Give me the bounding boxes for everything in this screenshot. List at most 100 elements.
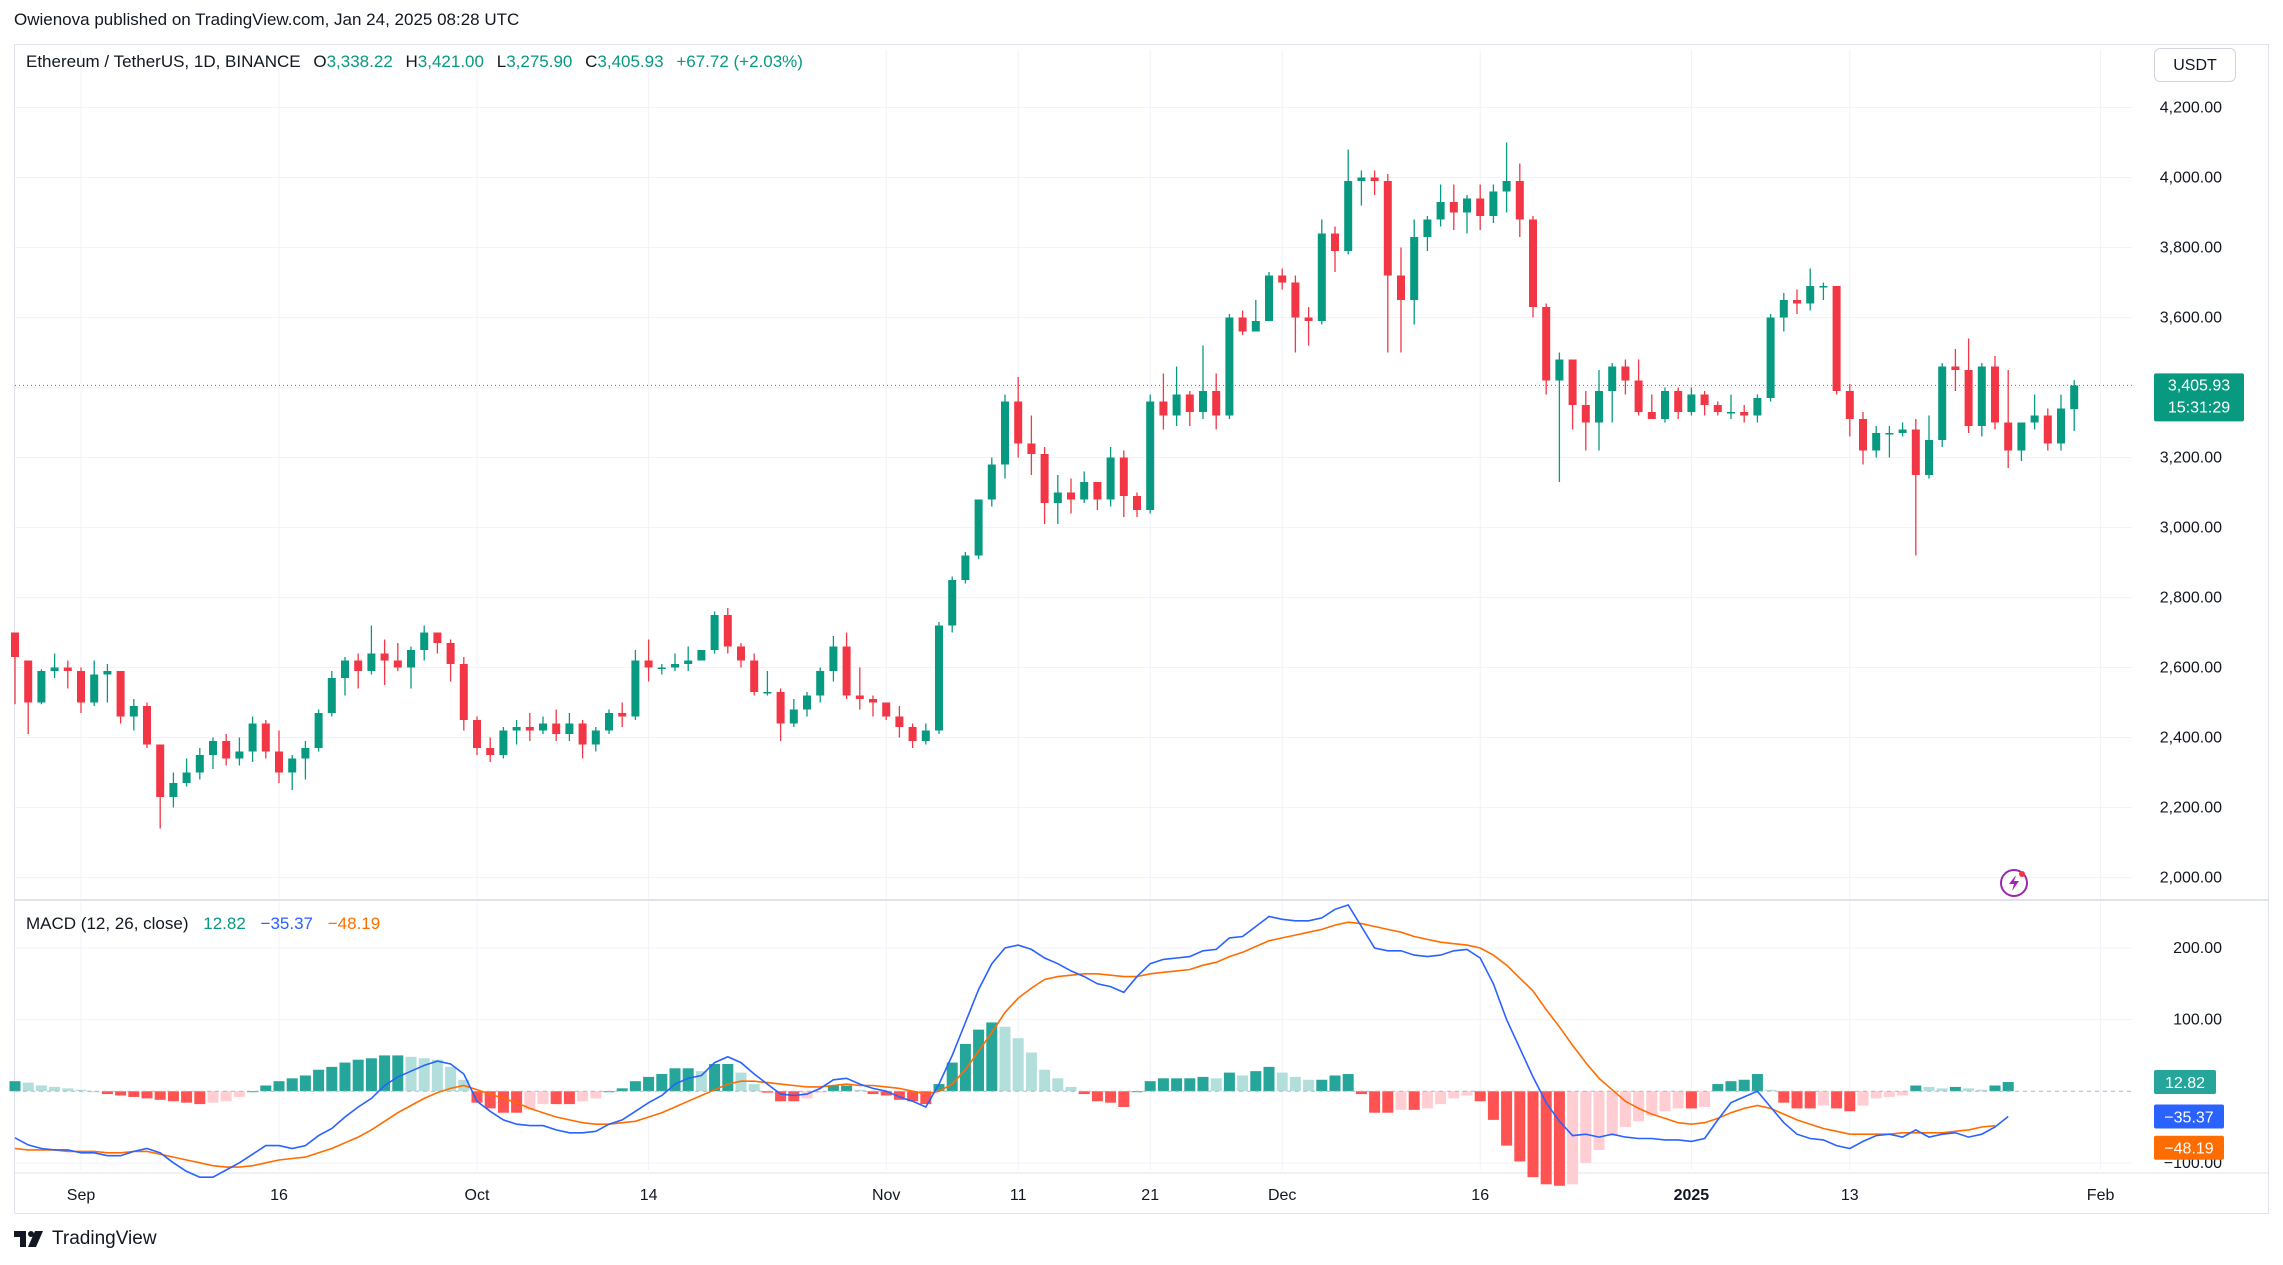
candle[interactable]	[50, 667, 59, 672]
candle[interactable]	[1185, 394, 1194, 413]
candle[interactable]	[380, 653, 389, 661]
candle[interactable]	[1727, 412, 1735, 414]
candle[interactable]	[195, 755, 204, 773]
candle[interactable]	[1713, 405, 1722, 412]
candle[interactable]	[1819, 286, 1828, 288]
candle[interactable]	[1859, 419, 1867, 451]
candle[interactable]	[1291, 282, 1300, 318]
candle[interactable]	[657, 667, 666, 670]
candle[interactable]	[512, 727, 521, 731]
candle[interactable]	[341, 660, 349, 679]
candle[interactable]	[11, 632, 19, 658]
candle[interactable]	[987, 464, 996, 500]
candle[interactable]	[1925, 440, 1933, 475]
candle[interactable]	[1700, 394, 1709, 406]
candle[interactable]	[1951, 366, 1960, 371]
candle[interactable]	[2030, 415, 2039, 423]
candle[interactable]	[1687, 394, 1696, 413]
candle[interactable]	[1555, 359, 1564, 381]
candle[interactable]	[1080, 482, 1089, 500]
candle[interactable]	[1040, 454, 1049, 503]
candle[interactable]	[1977, 366, 1986, 427]
candle[interactable]	[486, 748, 495, 755]
candle[interactable]	[895, 716, 904, 728]
candle[interactable]	[1595, 391, 1603, 423]
currency-button[interactable]: USDT	[2154, 48, 2236, 82]
candle[interactable]	[578, 723, 587, 745]
candle[interactable]	[116, 671, 125, 717]
candle[interactable]	[2043, 415, 2052, 444]
candle[interactable]	[367, 653, 376, 672]
candle[interactable]	[1568, 359, 1577, 406]
candle[interactable]	[77, 671, 85, 703]
candle[interactable]	[1133, 496, 1141, 510]
candle[interactable]	[90, 674, 99, 703]
candle[interactable]	[182, 772, 191, 784]
candle[interactable]	[710, 615, 719, 650]
candle[interactable]	[301, 748, 310, 759]
candle[interactable]	[803, 695, 811, 710]
candle[interactable]	[816, 671, 825, 696]
candle[interactable]	[1423, 219, 1432, 238]
candle[interactable]	[1225, 317, 1234, 416]
candle[interactable]	[737, 646, 745, 661]
candle[interactable]	[2004, 422, 2013, 451]
candle[interactable]	[789, 709, 798, 724]
candle[interactable]	[1146, 401, 1155, 511]
candle[interactable]	[1502, 181, 1511, 192]
candle[interactable]	[1647, 412, 1656, 419]
candle[interactable]	[1449, 202, 1458, 213]
candle[interactable]	[1991, 366, 1999, 423]
candle[interactable]	[1581, 405, 1590, 423]
candle[interactable]	[1199, 391, 1207, 412]
candle[interactable]	[143, 706, 151, 745]
candle[interactable]	[1331, 233, 1339, 252]
candle[interactable]	[591, 730, 600, 745]
candle[interactable]	[1832, 286, 1841, 391]
candle[interactable]	[1898, 429, 1907, 434]
candle[interactable]	[1806, 286, 1815, 304]
candle[interactable]	[354, 660, 363, 672]
candle[interactable]	[539, 723, 547, 731]
candle[interactable]	[63, 667, 72, 672]
candle[interactable]	[2017, 422, 2026, 451]
candle[interactable]	[723, 615, 732, 647]
candle[interactable]	[275, 751, 283, 773]
candle[interactable]	[1661, 391, 1669, 419]
candle[interactable]	[1265, 275, 1273, 322]
candle[interactable]	[1634, 380, 1643, 413]
candle[interactable]	[261, 723, 270, 752]
candle[interactable]	[1779, 300, 1788, 318]
candle[interactable]	[750, 660, 759, 693]
candle[interactable]	[129, 706, 138, 717]
candle[interactable]	[882, 702, 891, 717]
candle[interactable]	[288, 758, 297, 773]
candle[interactable]	[697, 650, 706, 661]
candle[interactable]	[1964, 370, 1973, 426]
candle[interactable]	[1410, 237, 1419, 300]
candle[interactable]	[235, 751, 244, 759]
candle[interactable]	[855, 695, 864, 700]
candle[interactable]	[684, 660, 693, 665]
candle[interactable]	[459, 664, 468, 720]
candle[interactable]	[1608, 366, 1617, 392]
candle[interactable]	[671, 664, 679, 668]
candle[interactable]	[1436, 202, 1445, 220]
candle[interactable]	[605, 713, 613, 731]
candle[interactable]	[1845, 391, 1854, 419]
candle[interactable]	[1317, 233, 1326, 322]
candle[interactable]	[1674, 391, 1683, 412]
candle[interactable]	[314, 713, 323, 748]
candle[interactable]	[1053, 492, 1062, 504]
candle[interactable]	[1463, 198, 1471, 213]
candle[interactable]	[420, 632, 429, 651]
candle[interactable]	[948, 580, 957, 626]
candle[interactable]	[618, 713, 627, 717]
lightning-icon[interactable]	[1997, 866, 2031, 900]
candle[interactable]	[473, 720, 481, 748]
symbol-title[interactable]: Ethereum / TetherUS, 1D, BINANCE	[26, 52, 301, 71]
candle[interactable]	[1476, 198, 1485, 217]
candle[interactable]	[1067, 492, 1075, 500]
candle[interactable]	[565, 723, 574, 735]
candle[interactable]	[209, 741, 217, 755]
